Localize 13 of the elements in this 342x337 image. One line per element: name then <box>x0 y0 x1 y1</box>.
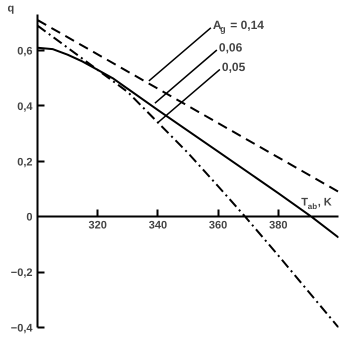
annotation: 0,06 <box>218 40 243 55</box>
y-tick-label: −0,4 <box>10 322 34 334</box>
x-tick-label: 380 <box>269 220 288 232</box>
y-tick-label: 0 <box>26 212 33 224</box>
y-tick-label: 0,4 <box>17 100 34 113</box>
annotation: 0,05 <box>222 60 246 74</box>
x-tick-label: 340 <box>148 220 168 232</box>
y-axis-title: q <box>8 2 14 14</box>
y-tick-label: 0,6 <box>17 46 33 58</box>
x-tick-label: 320 <box>88 220 107 232</box>
x-tick-label: 360 <box>208 220 228 232</box>
y-tick-label: −0,2 <box>10 267 33 280</box>
y-tick-label: 0,2 <box>17 156 33 168</box>
